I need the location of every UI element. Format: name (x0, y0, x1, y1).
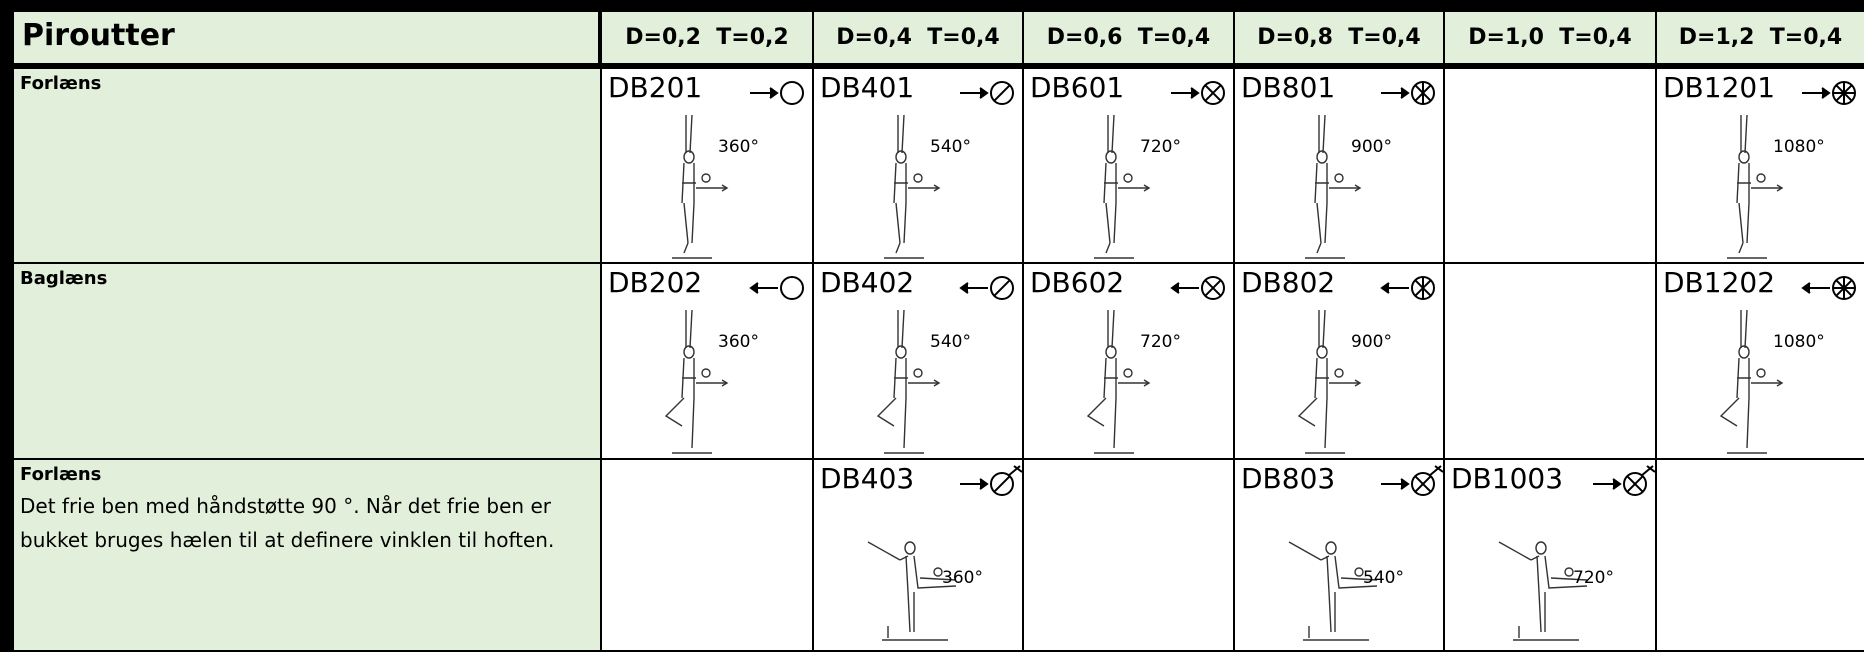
column-header-text: D=0,4 T=0,4 (836, 25, 1000, 50)
column-header-text: D=0,8 T=0,4 (1257, 25, 1421, 50)
element-symbol (1170, 276, 1225, 300)
element-cell (1657, 460, 1864, 650)
element-code: DB1202 (1663, 266, 1776, 299)
element-cell: DB802 900° (1235, 264, 1443, 458)
element-symbol (1380, 276, 1435, 300)
rotation-degrees: 360° (942, 568, 983, 588)
column-header: D=1,0 T=0,4 (1445, 12, 1655, 63)
element-cell: DB1003 720° (1445, 460, 1655, 650)
element-cell: DB801 900° (1235, 69, 1443, 262)
rotation-degrees: 540° (930, 332, 971, 352)
element-code: DB201 (608, 71, 703, 104)
table-title: Piroutter (22, 18, 175, 53)
element-symbol (1801, 276, 1856, 300)
element-code: DB403 (820, 462, 915, 495)
element-cell: DB803 540° (1235, 460, 1443, 650)
element-figure (1305, 114, 1362, 259)
column-header-text: D=1,2 T=0,4 (1678, 25, 1843, 50)
element-code: DB602 (1030, 266, 1125, 299)
element-code: DB601 (1030, 71, 1125, 104)
row-label-cell: Baglæns (14, 264, 600, 458)
row-label: Forlæns (20, 464, 102, 485)
element-code: DB402 (820, 266, 915, 299)
element-symbol (1802, 81, 1856, 105)
element-figure (1719, 309, 1784, 454)
element-code: DB401 (820, 71, 915, 104)
element-figure (1727, 114, 1784, 259)
element-cell: DB601 720° (1024, 69, 1233, 262)
row-label-cell: Forlæns Det frie ben med håndstøtte 90 °.… (14, 460, 600, 650)
rotation-degrees: 720° (1140, 332, 1181, 352)
element-figure (1288, 541, 1378, 641)
element-symbol (1171, 81, 1225, 105)
element-cell: DB202 360° (602, 264, 812, 458)
rotation-degrees: 900° (1351, 137, 1392, 157)
column-header-text: D=0,2 T=0,2 (625, 25, 789, 50)
element-figure (664, 309, 729, 454)
element-figure (876, 309, 941, 454)
column-header: D=1,2 T=0,4 (1657, 12, 1864, 63)
rotation-degrees: 720° (1573, 568, 1614, 588)
element-cell: DB402 540° (814, 264, 1022, 458)
column-header: D=0,2 T=0,2 (602, 12, 812, 63)
element-figure (672, 114, 729, 259)
element-cell: DB401 540° (814, 69, 1022, 262)
element-figure (867, 541, 957, 641)
row-description: bukket bruges hælen til at definere vink… (20, 528, 555, 552)
rotation-degrees: 1080° (1773, 137, 1825, 157)
element-figure (1086, 309, 1151, 454)
rotation-degrees: 360° (718, 332, 759, 352)
element-symbol (960, 81, 1014, 105)
row-label: Baglæns (20, 268, 108, 289)
column-header-text: D=1,0 T=0,4 (1468, 25, 1632, 50)
column-header: D=0,6 T=0,4 (1024, 12, 1233, 63)
column-header-text: D=0,6 T=0,4 (1046, 25, 1211, 50)
element-symbol (960, 465, 1022, 496)
element-code: DB1003 (1451, 462, 1564, 495)
element-code: DB1201 (1663, 71, 1776, 104)
row-label-cell: Forlæns (14, 69, 600, 262)
element-code: DB202 (608, 266, 703, 299)
element-symbol (1381, 465, 1443, 496)
rotation-degrees: 360° (718, 137, 759, 157)
element-cell (1445, 69, 1655, 262)
element-cell: DB602 720° (1024, 264, 1233, 458)
rotation-degrees: 720° (1140, 137, 1181, 157)
column-header: D=0,8 T=0,4 (1235, 12, 1443, 63)
element-figure (1498, 541, 1588, 641)
element-symbol (749, 276, 804, 300)
element-symbol (1593, 465, 1655, 496)
element-cell (1024, 460, 1233, 650)
element-figure (884, 114, 941, 259)
element-symbol (959, 276, 1014, 300)
element-code: DB802 (1241, 266, 1336, 299)
element-symbol (750, 81, 804, 105)
element-cell: DB1202 1080° (1657, 264, 1864, 458)
header-cell: Piroutter (14, 12, 598, 63)
element-cell (1445, 264, 1655, 458)
element-cell: DB1201 1080° (1657, 69, 1864, 262)
element-figure (1297, 309, 1362, 454)
row-label: Forlæns (20, 73, 102, 94)
rotation-degrees: 540° (1363, 568, 1404, 588)
element-code: DB803 (1241, 462, 1336, 495)
element-cell: DB201 360° (602, 69, 812, 262)
row-description: Det frie ben med håndstøtte 90 °. Når de… (20, 494, 551, 518)
rotation-degrees: 540° (930, 137, 971, 157)
column-header: D=0,4 T=0,4 (814, 12, 1022, 63)
element-code: DB801 (1241, 71, 1336, 104)
rotation-degrees: 1080° (1773, 332, 1825, 352)
element-symbol (1381, 81, 1435, 105)
element-cell (602, 460, 812, 650)
element-figure (1094, 114, 1151, 259)
element-cell: DB403 360° (814, 460, 1022, 650)
rotation-degrees: 900° (1351, 332, 1392, 352)
